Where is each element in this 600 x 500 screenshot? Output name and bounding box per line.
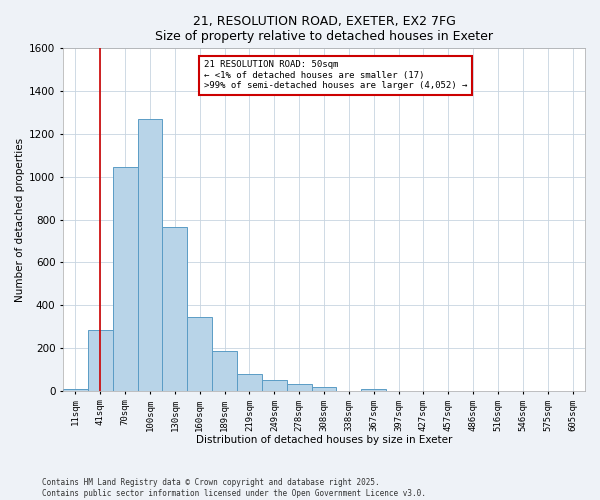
- Bar: [212, 352, 237, 391]
- X-axis label: Distribution of detached houses by size in Exeter: Distribution of detached houses by size …: [196, 435, 452, 445]
- Bar: [63, 389, 88, 391]
- Text: 21 RESOLUTION ROAD: 50sqm
← <1% of detached houses are smaller (17)
>99% of semi: 21 RESOLUTION ROAD: 50sqm ← <1% of detac…: [204, 60, 467, 90]
- Bar: [163, 227, 187, 391]
- Bar: [361, 389, 386, 391]
- Bar: [311, 386, 337, 391]
- Text: Contains HM Land Registry data © Crown copyright and database right 2025.
Contai: Contains HM Land Registry data © Crown c…: [42, 478, 426, 498]
- Title: 21, RESOLUTION ROAD, EXETER, EX2 7FG
Size of property relative to detached house: 21, RESOLUTION ROAD, EXETER, EX2 7FG Siz…: [155, 15, 493, 43]
- Bar: [88, 330, 113, 391]
- Bar: [262, 380, 287, 391]
- Bar: [237, 374, 262, 391]
- Bar: [287, 384, 311, 391]
- Bar: [113, 167, 137, 391]
- Y-axis label: Number of detached properties: Number of detached properties: [15, 138, 25, 302]
- Bar: [187, 317, 212, 391]
- Bar: [137, 119, 163, 391]
